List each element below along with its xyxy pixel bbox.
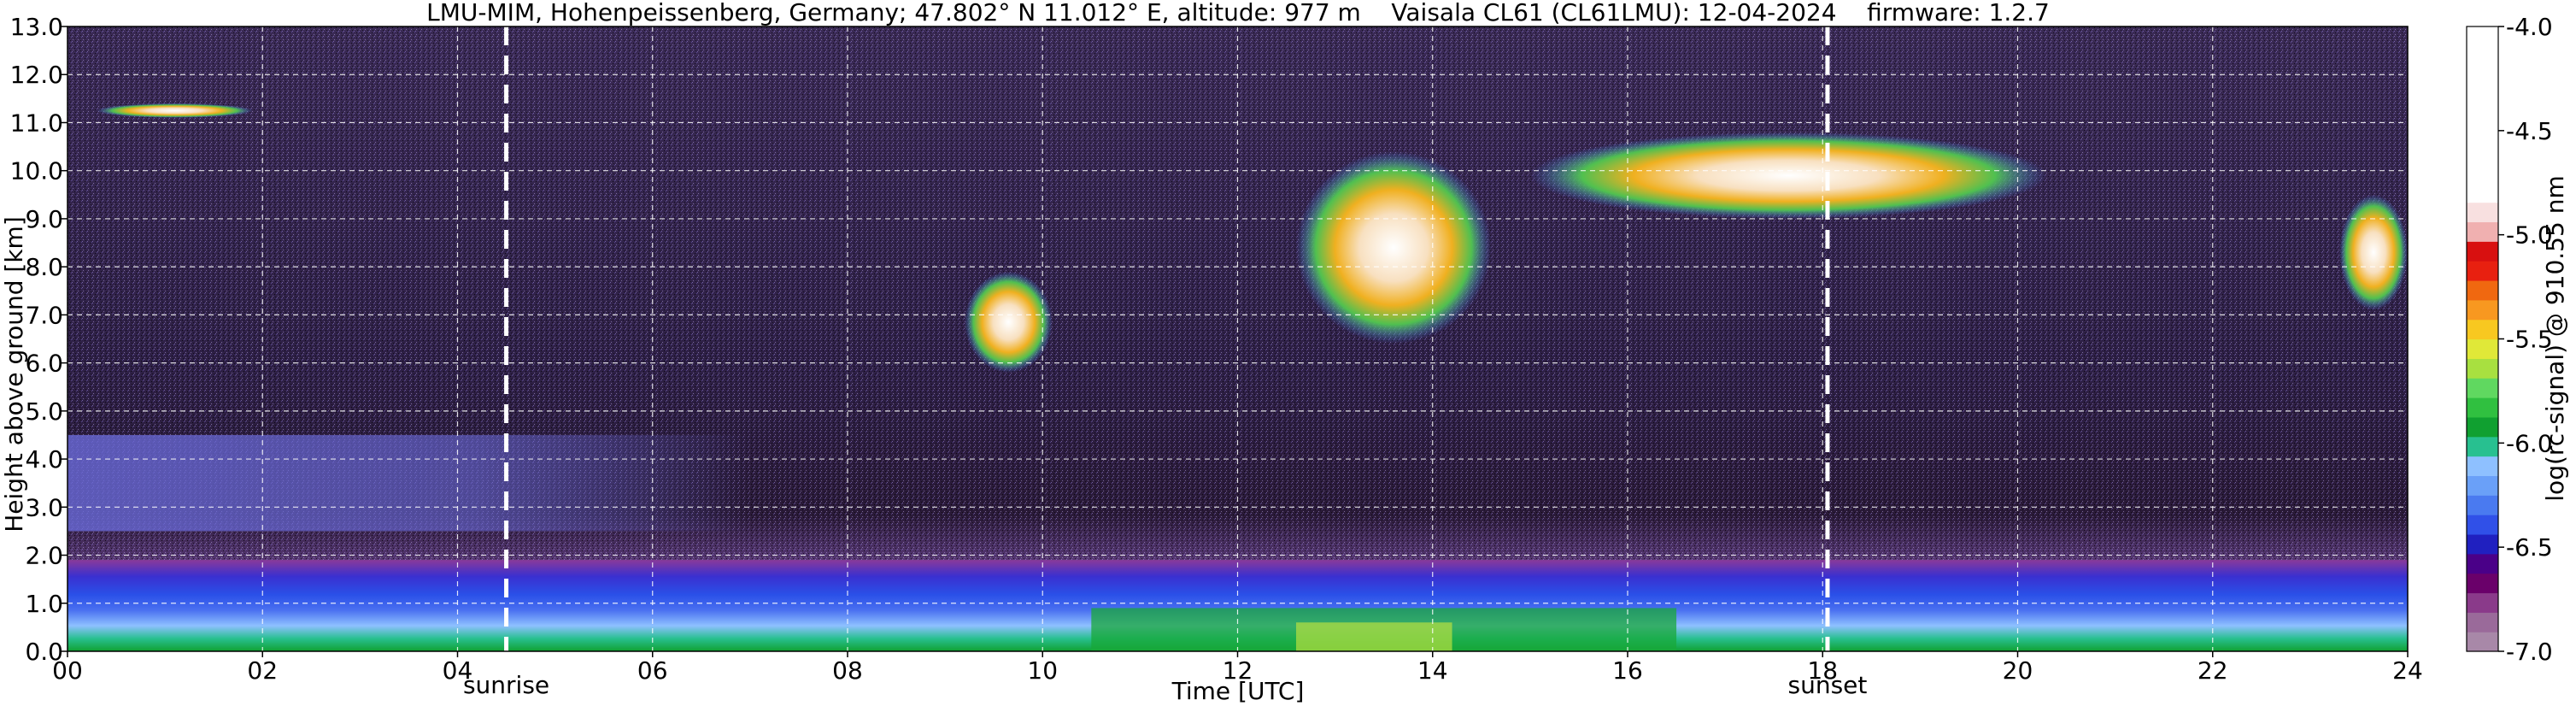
y-axis: 0.0 1.0 2.0 3.0 4.0 5.0 6.0 7.0 8.0 9.0 10.0 11.0 12… [10, 13, 67, 666]
colorbar-tick-label: -7.0 [2506, 638, 2553, 666]
colorbar-swatch [2467, 553, 2498, 574]
x-tick-label: 22 [2198, 656, 2228, 685]
y-tick-label: 0.0 [25, 638, 63, 666]
surface-aerosol-core [1295, 622, 1452, 651]
colorbar-swatch [2467, 456, 2498, 477]
x-tick-label: 10 [1027, 656, 1058, 685]
chart-title: LMU-MIM, Hohenpeissenberg, Germany; 47.8… [426, 0, 2050, 26]
colorbar-swatch [2467, 26, 2498, 183]
x-tick-label: 08 [832, 656, 863, 685]
y-tick-label: 8.0 [25, 253, 63, 281]
x-tick-label: 16 [1612, 656, 1643, 685]
x-tick-label: 04 [443, 656, 473, 685]
colorbar-swatch [2467, 358, 2498, 379]
colorbar-swatch [2467, 515, 2498, 535]
cirrus-cloud-6 [2339, 194, 2408, 310]
colorbar-swatch [2467, 279, 2498, 301]
colorbar-swatch [2467, 319, 2498, 340]
sunset-label: sunset [1788, 671, 1868, 699]
sun-event-lines: sunrise sunset [463, 26, 1867, 699]
colorbar-swatch [2467, 475, 2498, 496]
y-tick-label: 9.0 [25, 205, 63, 233]
colorbar-swatch [2467, 397, 2498, 418]
cirrus-cloud-2 [97, 103, 253, 118]
colorbar-tick-label: -4.0 [2506, 13, 2553, 41]
y-tick-label: 7.0 [25, 301, 63, 329]
cirrus-cloud-5 [1529, 132, 2047, 219]
colorbar-swatch [2467, 632, 2498, 652]
colorbar-tick-label: -6.5 [2506, 533, 2553, 562]
x-axis: 00 02 04 06 08 10 12 14 16 18 20 22 24 [52, 651, 2423, 685]
y-tick-label: 3.0 [25, 493, 63, 521]
colorbar-swatch [2467, 241, 2498, 262]
y-tick-label: 11.0 [10, 109, 63, 137]
colorbar-swatch [2467, 261, 2498, 281]
y-tick-label: 2.0 [25, 542, 63, 570]
cirrus-cloud-3 [964, 271, 1053, 373]
colorbar-swatch [2467, 592, 2498, 613]
y-tick-label: 13.0 [10, 13, 63, 41]
colorbar-swatch [2467, 495, 2498, 515]
colorbar-tick-label: -5.0 [2506, 221, 2553, 250]
colorbar-swatch [2467, 299, 2498, 321]
x-tick-label: 24 [2392, 656, 2423, 685]
colorbar-tick-label: -4.5 [2506, 117, 2553, 145]
x-tick-label: 12 [1223, 656, 1253, 685]
x-tick-label: 02 [247, 656, 278, 685]
colorbar-swatch [2467, 338, 2498, 359]
x-tick-label: 14 [1417, 656, 1448, 685]
sunrise-label: sunrise [463, 671, 549, 699]
y-axis-label: Height above ground [km] [0, 216, 28, 532]
colorbar-tick-label: -5.5 [2506, 326, 2553, 354]
y-tick-label: 10.0 [10, 157, 63, 185]
colorbar-swatch [2467, 221, 2498, 242]
grid [67, 26, 2408, 651]
colorbar-swatch [2467, 436, 2498, 457]
y-tick-label: 5.0 [25, 397, 63, 426]
cirrus-cloud-4 [1295, 151, 1492, 344]
x-tick-label: 18 [1807, 656, 1838, 685]
colorbar-swatch [2467, 202, 2498, 223]
colorbar: -4.0 -4.5 -5.0 -5.5 -6.0 -6.5 -7.0 [2466, 13, 2553, 666]
x-tick-label: 00 [52, 656, 83, 685]
colorbar-tick-label: -6.0 [2506, 429, 2553, 457]
colorbar-label: log(rc-signal) @ 910.55 nm [2541, 175, 2569, 501]
x-tick-label: 06 [637, 656, 668, 685]
colorbar-swatch [2467, 573, 2498, 594]
x-tick-label: 20 [2003, 656, 2033, 685]
colorbar-swatch [2467, 378, 2498, 398]
residual-aerosol-layer [67, 434, 750, 532]
y-tick-label: 1.0 [25, 590, 63, 618]
colorbar-swatch [2467, 533, 2498, 555]
y-tick-label: 6.0 [25, 350, 63, 378]
colorbar-swatch [2467, 416, 2498, 438]
y-tick-label: 12.0 [10, 61, 63, 89]
y-tick-label: 4.0 [25, 445, 63, 474]
x-axis-label: Time [UTC] [1171, 677, 1305, 705]
colorbar-swatch [2467, 612, 2498, 632]
colorbar-swatch [2467, 182, 2498, 203]
